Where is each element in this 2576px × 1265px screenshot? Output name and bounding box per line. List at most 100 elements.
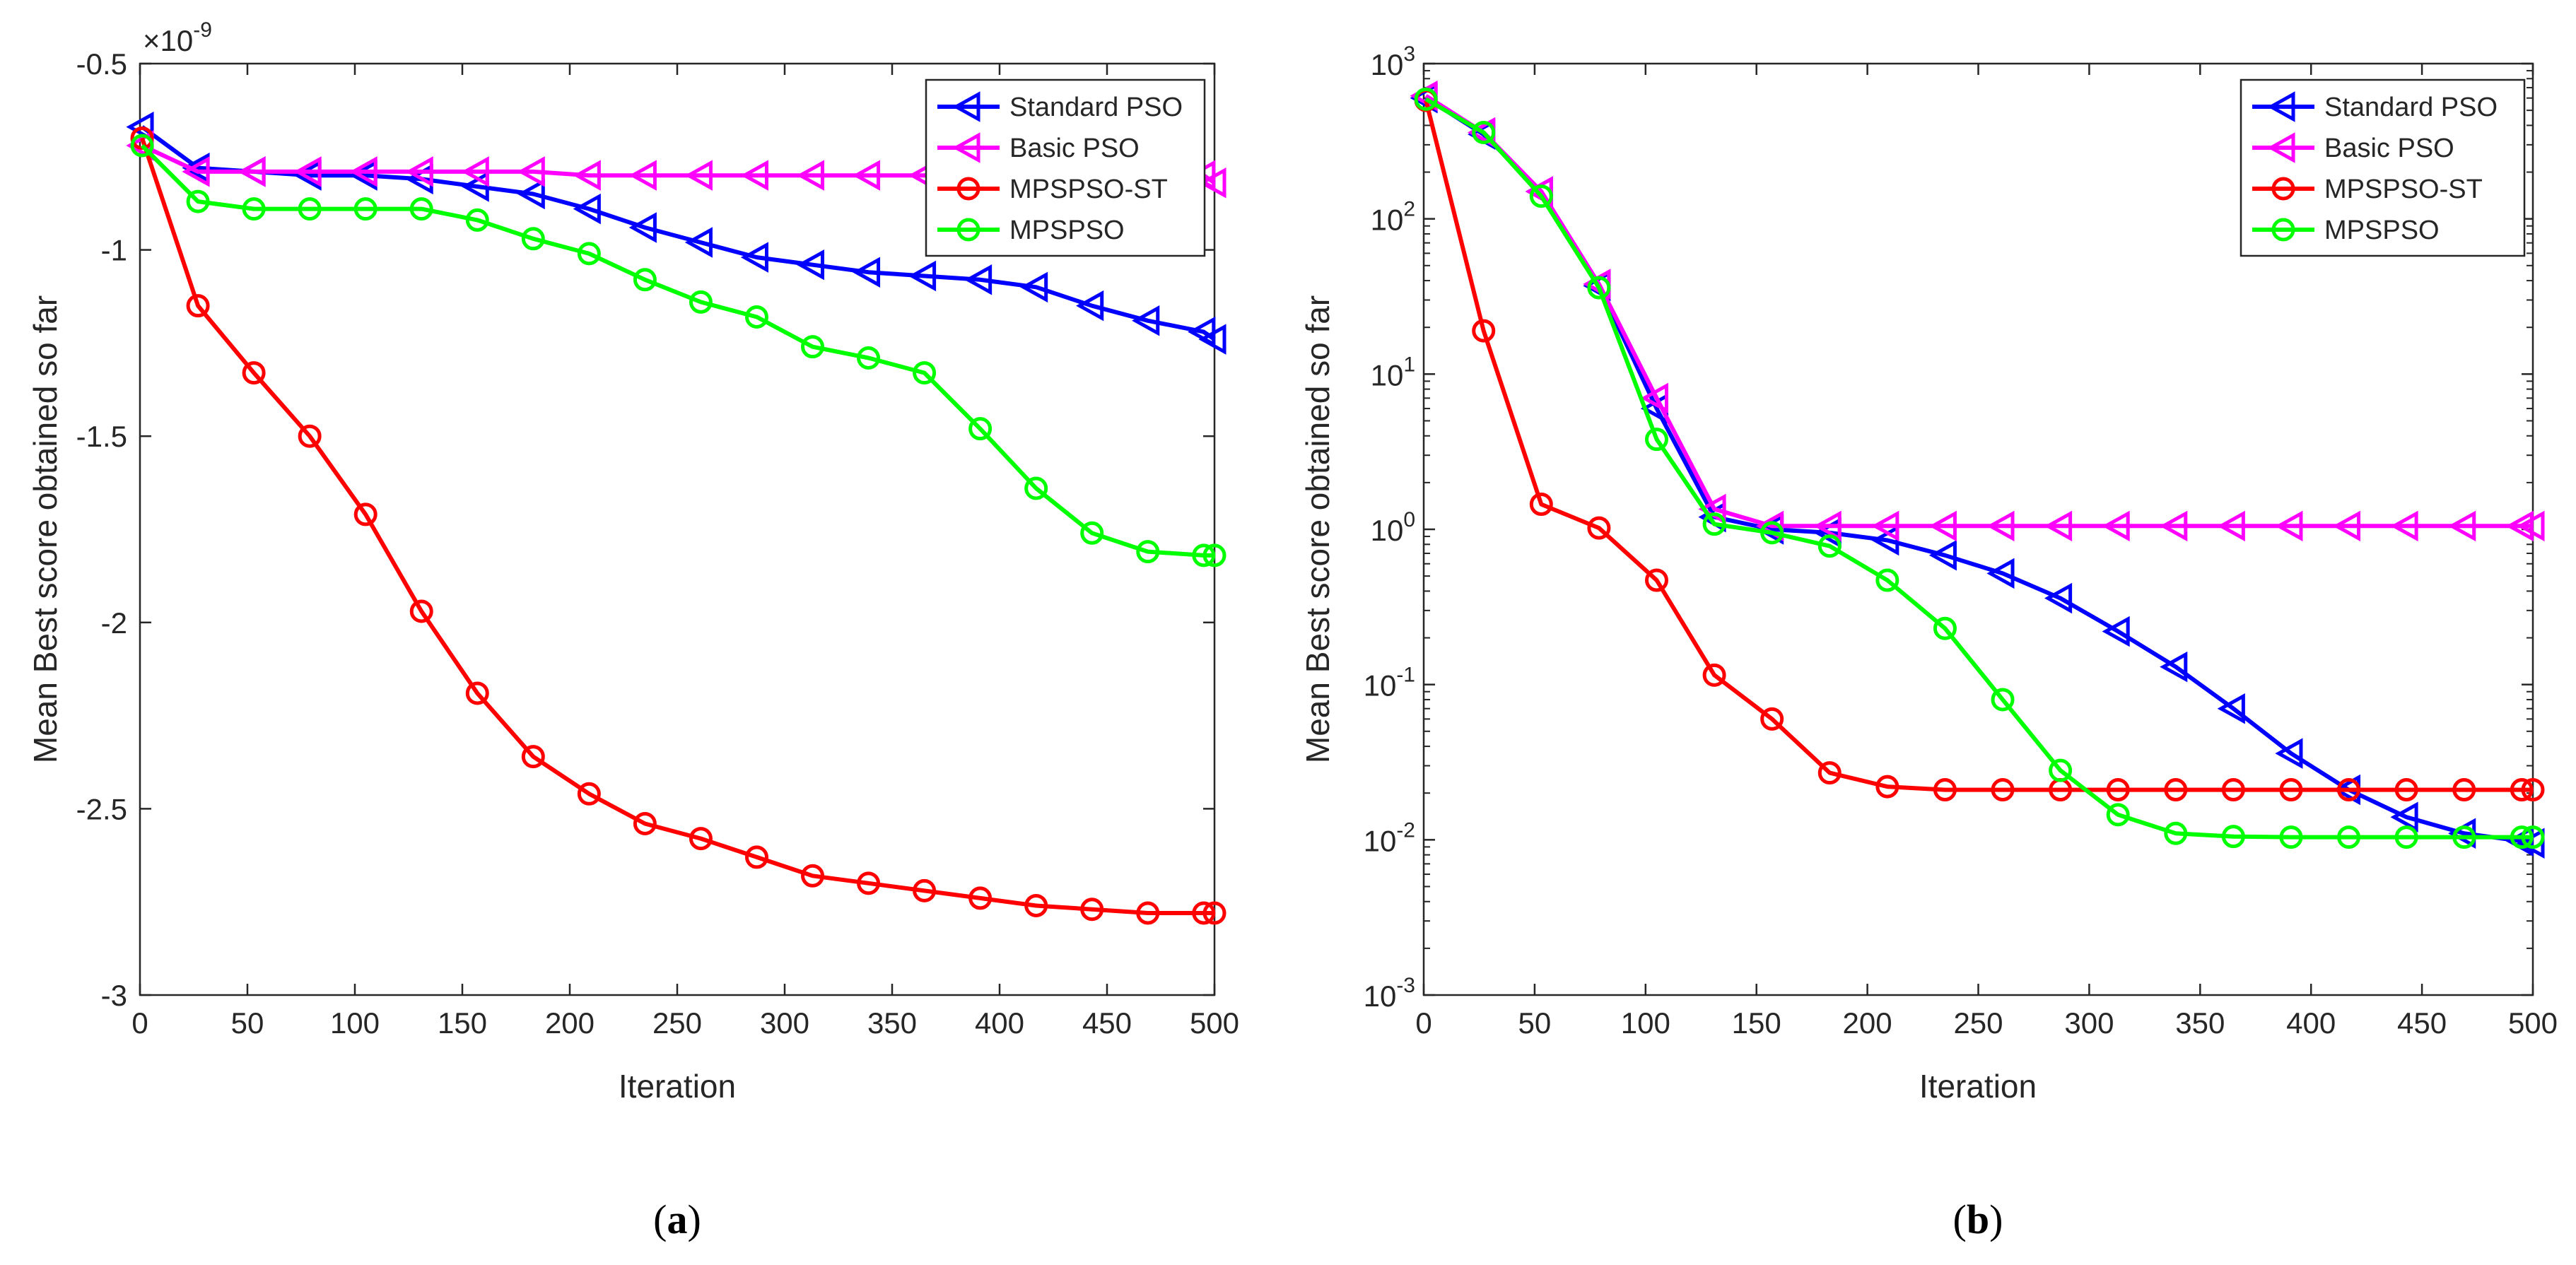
series-line xyxy=(141,125,1216,341)
legend-label: MPSPSO-ST xyxy=(1009,175,1168,204)
data-point-marker xyxy=(2160,651,2188,683)
exponent-base-a: ×10 xyxy=(143,24,193,57)
x-tick-label: 300 xyxy=(760,1006,809,1040)
series-line xyxy=(140,137,1214,915)
data-point-marker xyxy=(2271,177,2295,201)
data-point-marker xyxy=(2452,778,2476,802)
data-point-marker xyxy=(1198,324,1226,355)
legend-item: MPSPSO xyxy=(2252,216,2440,245)
data-point-marker xyxy=(628,160,657,191)
data-point-marker xyxy=(1875,775,1899,799)
data-point-marker xyxy=(2217,693,2245,724)
legend-a: Standard PSO Basic PSO MPSPSO-ST MPSPSO xyxy=(925,78,1206,257)
y-tick-label: 101 xyxy=(1371,353,1415,392)
data-point-marker xyxy=(465,681,489,705)
data-point-marker xyxy=(1529,184,1553,208)
data-point-marker xyxy=(908,260,937,292)
data-point-marker xyxy=(684,160,713,191)
data-point-marker xyxy=(2448,510,2476,542)
data-point-marker xyxy=(1132,305,1160,336)
series-mpspso-st xyxy=(1414,88,2545,802)
data-point-marker xyxy=(349,156,377,187)
data-point-marker xyxy=(2221,825,2245,849)
x-tick-label: 400 xyxy=(2286,1006,2336,1040)
caption-a: (a) xyxy=(653,1196,701,1242)
data-point-marker xyxy=(521,745,545,769)
y-tick-exp: -2 xyxy=(1396,818,1415,842)
data-point-marker xyxy=(1640,382,1668,414)
x-tick-label: 400 xyxy=(975,1006,1024,1040)
x-axis-label-a: Iteration xyxy=(619,1068,736,1105)
data-point-marker xyxy=(1192,543,1216,567)
ticks-a: 0 50 100 150 200 250 300 350 400 450 500 -0.5 -1 -1.5… xyxy=(76,47,1239,1040)
data-point-marker xyxy=(1991,778,2015,802)
data-point-marker xyxy=(293,156,322,187)
data-point-marker xyxy=(298,197,322,221)
legend-b: Standard PSO Basic PSO MPSPSO-ST MPSPSO xyxy=(2240,78,2526,257)
y-tick-label: 103 xyxy=(1371,42,1415,81)
chart-panel-b: 0 50 100 150 200 250 300 350 400 450 5001031021011… xyxy=(1299,42,2558,1242)
x-tick-label: 500 xyxy=(1190,1006,1239,1040)
y-tick-base: 10 xyxy=(1364,979,1397,1013)
data-point-marker xyxy=(2521,778,2545,802)
data-point-marker xyxy=(298,424,322,448)
data-point-marker xyxy=(1414,87,1438,111)
data-point-marker xyxy=(956,177,980,201)
y-tick-exp: -3 xyxy=(1396,974,1415,997)
data-point-marker xyxy=(1202,543,1226,567)
data-point-marker xyxy=(1024,893,1048,917)
data-point-marker xyxy=(2521,825,2545,849)
x-tick-label: 150 xyxy=(1732,1006,1781,1040)
data-point-marker xyxy=(461,171,489,202)
data-point-marker xyxy=(577,782,601,806)
y-tick-base: 10 xyxy=(1371,358,1404,392)
data-point-marker xyxy=(2279,825,2303,849)
data-point-marker xyxy=(1817,534,1842,558)
data-point-marker xyxy=(353,502,377,526)
data-point-marker xyxy=(1587,276,1611,300)
data-point-marker xyxy=(913,361,937,385)
y-tick-exp: 0 xyxy=(1403,508,1415,531)
data-point-marker xyxy=(1020,271,1048,303)
data-point-marker xyxy=(2271,218,2295,242)
data-point-marker xyxy=(2267,91,2295,122)
legend-label: Basic PSO xyxy=(2324,134,2454,163)
x-tick-label: 200 xyxy=(1843,1006,1892,1040)
data-point-marker xyxy=(968,886,993,910)
data-point-marker xyxy=(1076,290,1104,322)
y-tick-label: 100 xyxy=(1371,508,1415,547)
data-point-marker xyxy=(852,160,881,191)
legend-label: Basic PSO xyxy=(1009,134,1140,163)
data-point-marker xyxy=(2394,778,2418,802)
data-point-marker xyxy=(1198,167,1226,199)
data-point-marker xyxy=(186,294,210,318)
data-point-marker xyxy=(956,218,980,242)
x-tick-label: 150 xyxy=(438,1006,487,1040)
data-point-marker xyxy=(628,212,657,243)
data-point-marker xyxy=(577,242,601,266)
data-point-marker xyxy=(684,227,713,258)
x-tick-label: 300 xyxy=(2064,1006,2114,1040)
data-point-marker xyxy=(1529,493,1553,517)
data-point-marker xyxy=(2044,510,2073,542)
data-point-marker xyxy=(465,208,489,232)
data-point-marker xyxy=(1928,510,1957,542)
data-point-marker xyxy=(1986,510,2015,542)
data-point-marker xyxy=(2394,825,2418,849)
data-point-marker xyxy=(689,827,713,851)
series-line xyxy=(1424,97,2533,840)
data-point-marker xyxy=(1991,688,2015,712)
x-tick-label: 200 xyxy=(545,1006,595,1040)
caption-b: (b) xyxy=(1953,1196,2003,1242)
data-point-marker xyxy=(1136,540,1160,564)
data-point-marker xyxy=(1702,663,1726,687)
data-point-marker xyxy=(405,156,433,187)
data-point-marker xyxy=(913,878,937,902)
y-tick-exp: 3 xyxy=(1403,42,1415,66)
legend-item: MPSPSO-ST xyxy=(2252,175,2483,204)
data-point-marker xyxy=(689,290,713,314)
legend-label: MPSPSO-ST xyxy=(2324,175,2483,204)
y-tick-base: 10 xyxy=(1371,514,1404,547)
series-mpspso-st xyxy=(130,126,1226,925)
data-point-marker xyxy=(740,160,768,191)
